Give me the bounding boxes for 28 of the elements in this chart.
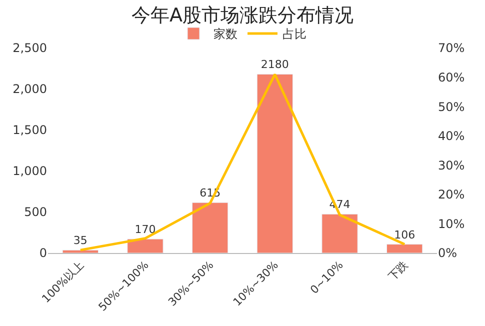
bar — [386, 244, 423, 253]
y2-tick-label: 70% — [438, 41, 465, 56]
y-tick-label: 2,500 — [12, 41, 47, 56]
y-tick-label: 1,000 — [12, 164, 47, 178]
y2-tick-label: 30% — [438, 158, 465, 172]
bar — [256, 74, 293, 253]
legend-label: 占比 — [282, 27, 306, 42]
data-label: 106 — [394, 228, 416, 242]
data-label: 170 — [134, 223, 156, 236]
bar — [62, 250, 98, 253]
y-tick-label: 500 — [24, 205, 47, 220]
y2-tick-label: 0% — [438, 246, 458, 260]
x-tick-label: 下跌 — [386, 258, 411, 284]
bar — [127, 238, 164, 253]
y2-tick-label: 10% — [438, 216, 465, 231]
bar — [322, 214, 358, 253]
legend-label: 家数 — [214, 27, 238, 42]
y-tick-label: 1,500 — [12, 123, 47, 138]
chart-title: 今年A股市场涨跌分布情况 — [132, 4, 354, 26]
y2-tick-label: 60% — [438, 70, 465, 84]
data-label: 2180 — [260, 58, 289, 72]
y-tick-label: 0 — [39, 246, 47, 260]
y2-tick-label: 50% — [438, 100, 465, 114]
y2-tick-label: 40% — [438, 129, 465, 144]
data-label: 35 — [73, 234, 88, 248]
bar — [192, 202, 228, 253]
y2-tick-label: 20% — [438, 188, 465, 202]
y-tick-label: 2,000 — [12, 82, 47, 96]
